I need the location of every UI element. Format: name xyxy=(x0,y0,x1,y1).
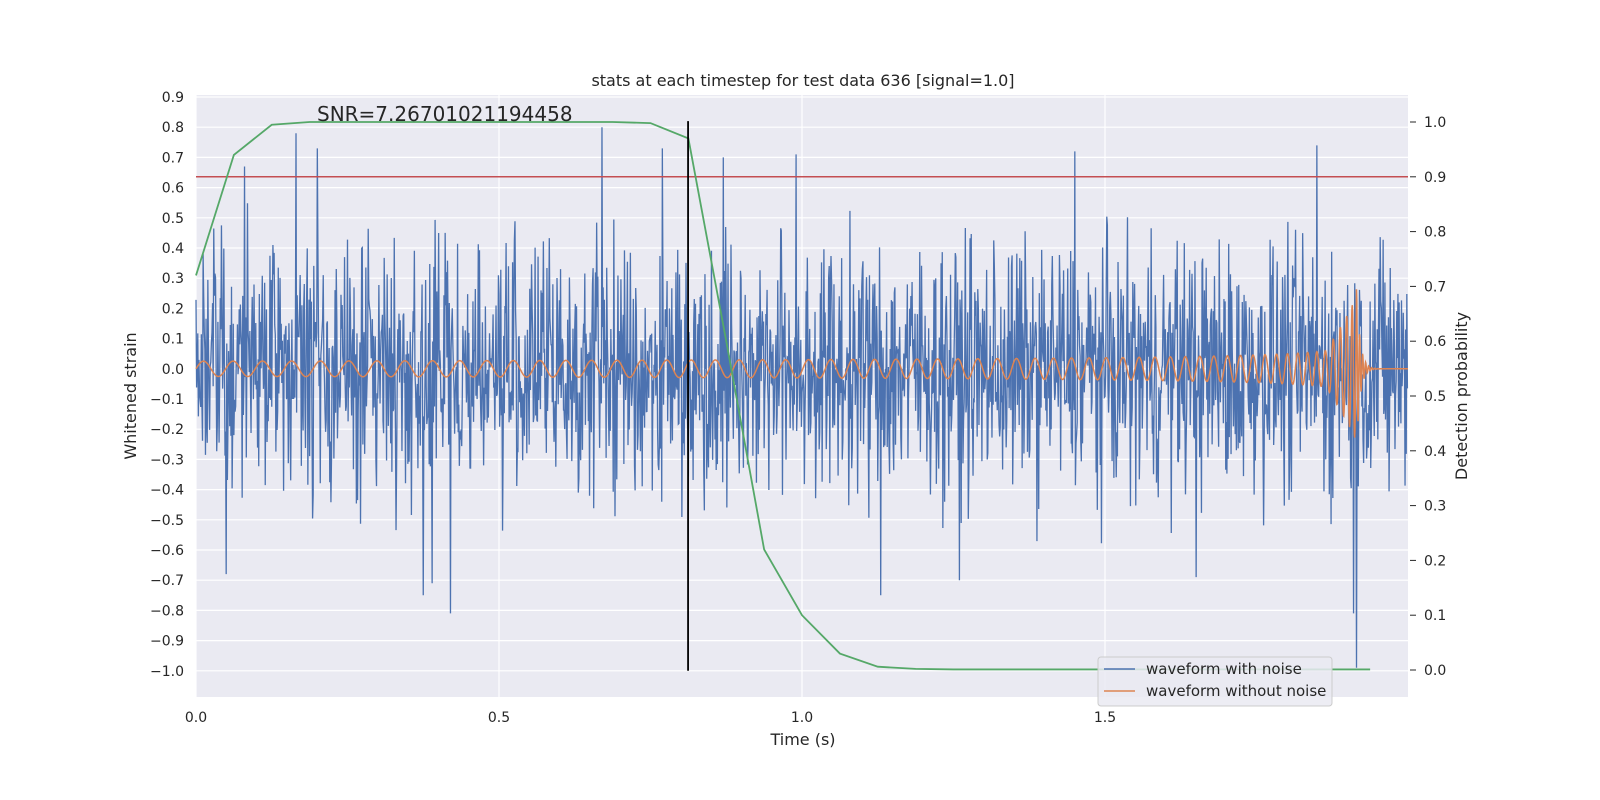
x-tick-label: 0.0 xyxy=(185,710,207,726)
y-tick-label: −0.1 xyxy=(150,392,184,408)
y2-tick-label: 1.0 xyxy=(1424,115,1446,131)
snr-annotation: SNR=7.26701021194458 xyxy=(317,102,573,126)
x-axis-ticks: 0.0 0.5 1.0 1.5 xyxy=(185,710,1116,726)
legend-box xyxy=(1097,656,1333,707)
legend-label-clean: waveform without noise xyxy=(1146,682,1326,700)
y2-tick-label: 0.9 xyxy=(1424,170,1446,186)
x-tick-label: 1.0 xyxy=(791,710,813,726)
y-tick-label: 0.9 xyxy=(162,90,184,106)
clean-series-line xyxy=(195,289,1408,438)
y-axis-label: Whitened strain xyxy=(121,332,140,459)
y2-tick-label: 0.7 xyxy=(1424,279,1446,295)
chart-title: stats at each timestep for test data 636… xyxy=(591,71,1014,90)
y-axis-ticks: 0.9 0.8 0.7 0.6 0.5 0.4 0.3 0.2 0.1 0.0 −0.1 −0.2 −0… xyxy=(150,90,184,680)
y-tick-label: 0.3 xyxy=(162,271,184,287)
y2-tick-label: 0.2 xyxy=(1424,553,1446,569)
y2-axis-ticks: 1.0 0.9 0.8 0.7 0.6 0.5 0.4 0.3 0.2 0.1 0.0 xyxy=(1410,115,1446,679)
legend: waveform with noise waveform without noi… xyxy=(1097,656,1333,707)
x-axis-label: Time (s) xyxy=(769,730,835,749)
x-tick-label: 0.5 xyxy=(488,710,510,726)
y-tick-label: 0.7 xyxy=(162,150,184,166)
y-tick-label: 0.0 xyxy=(162,362,184,378)
y2-tick-label: 0.1 xyxy=(1424,608,1446,624)
y-tick-label: 0.5 xyxy=(162,211,184,227)
y2-tick-label: 0.6 xyxy=(1424,334,1446,350)
y-tick-label: −0.4 xyxy=(150,483,184,499)
y-tick-label: −0.7 xyxy=(150,573,184,589)
y2-tick-label: 0.3 xyxy=(1424,499,1446,515)
noise-series-line xyxy=(195,127,1409,668)
clean-series xyxy=(195,289,1408,438)
y-tick-label: −0.6 xyxy=(150,543,184,559)
y2-tick-label: 0.8 xyxy=(1424,225,1446,241)
y-tick-label: −0.2 xyxy=(150,422,184,438)
x-tick-label: 1.5 xyxy=(1094,710,1116,726)
y-tick-label: −1.0 xyxy=(150,664,184,680)
legend-label-noise: waveform with noise xyxy=(1146,660,1302,678)
y2-tick-label: 0.0 xyxy=(1424,663,1446,679)
y-tick-label: 0.1 xyxy=(162,332,184,348)
y2-tick-label: 0.4 xyxy=(1424,444,1446,460)
y-tick-label: −0.3 xyxy=(150,452,184,468)
noise-series xyxy=(195,127,1409,668)
y-tick-label: 0.6 xyxy=(162,181,184,197)
y-tick-label: 0.8 xyxy=(162,120,184,136)
y-tick-label: −0.9 xyxy=(150,634,184,650)
y2-tick-label: 0.5 xyxy=(1424,389,1446,405)
y-tick-label: 0.2 xyxy=(162,301,184,317)
y-tick-label: −0.8 xyxy=(150,603,184,619)
y-tick-label: −0.5 xyxy=(150,513,184,529)
y2-axis-label: Detection probability xyxy=(1452,312,1471,480)
y-tick-label: 0.4 xyxy=(162,241,184,257)
